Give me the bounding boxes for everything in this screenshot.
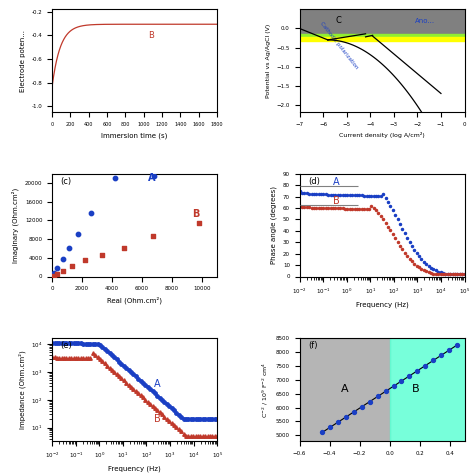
Y-axis label: Electrode poten...: Electrode poten... [20,30,26,92]
Bar [300,338,390,441]
Point [98,251,105,258]
Point [398,377,405,385]
Point [111,175,119,182]
Point [318,428,326,436]
X-axis label: Frequency (Hz): Frequency (Hz) [108,465,161,472]
Bar [300,34,465,37]
Point [53,271,60,278]
Point [413,367,421,374]
Text: (f): (f) [308,341,317,350]
Point [374,392,382,400]
Point [438,352,445,359]
Point [195,219,203,227]
Bar [300,41,465,112]
Text: Ano...: Ano... [415,18,435,24]
Point [48,273,56,280]
Point [453,341,461,349]
Point [87,210,95,217]
X-axis label: Immersion time (s): Immersion time (s) [101,132,168,139]
Point [366,398,374,405]
Point [390,383,397,390]
Point [120,244,128,251]
Text: C: C [336,16,342,25]
Point [342,413,350,421]
Point [358,403,365,410]
Point [59,255,66,263]
Text: (e): (e) [60,341,72,350]
Text: B: B [412,384,419,394]
Point [445,346,453,354]
Point [429,357,437,365]
X-axis label: Real (Ohm.cm²): Real (Ohm.cm²) [107,297,162,304]
Bar [300,9,465,34]
Point [74,231,82,238]
Point [48,273,56,280]
Text: A: A [155,379,161,390]
Bar [300,37,465,41]
Text: B: B [192,209,200,219]
Text: B: B [155,414,161,424]
Y-axis label: Phase angle (degrees): Phase angle (degrees) [271,186,277,264]
Y-axis label: Impedance (Ohm.cm²): Impedance (Ohm.cm²) [18,350,26,429]
Text: B: B [333,196,339,206]
Point [51,269,58,277]
Point [50,272,57,280]
Text: A: A [341,384,348,394]
Text: A: A [333,177,339,187]
Point [326,424,334,431]
Text: B: B [148,31,154,40]
Point [382,388,389,395]
Y-axis label: Imaginary (Ohm.cm²): Imaginary (Ohm.cm²) [12,188,19,263]
Point [54,264,61,272]
Bar [390,338,465,441]
X-axis label: Current density (log A/cm²): Current density (log A/cm²) [339,132,425,138]
Point [421,362,429,369]
Point [150,173,158,180]
Text: A: A [148,173,155,183]
Y-axis label: C$^{-2}$ / 10$^{9}$ F$^{-2}$ cm$^{4}$: C$^{-2}$ / 10$^{9}$ F$^{-2}$ cm$^{4}$ [261,361,270,418]
Point [59,267,66,275]
Text: Cathodic polarization: Cathodic polarization [319,21,359,70]
Point [68,263,75,270]
Point [334,419,342,426]
Point [406,372,413,380]
Point [49,272,57,279]
Point [350,408,357,416]
Text: (c): (c) [60,177,72,186]
Text: (d): (d) [308,177,319,186]
Point [82,256,89,264]
Point [65,245,73,252]
Point [149,232,156,240]
Y-axis label: Potential vs Ag/AgCl (V): Potential vs Ag/AgCl (V) [266,24,271,98]
X-axis label: Frequency (Hz): Frequency (Hz) [356,301,409,308]
